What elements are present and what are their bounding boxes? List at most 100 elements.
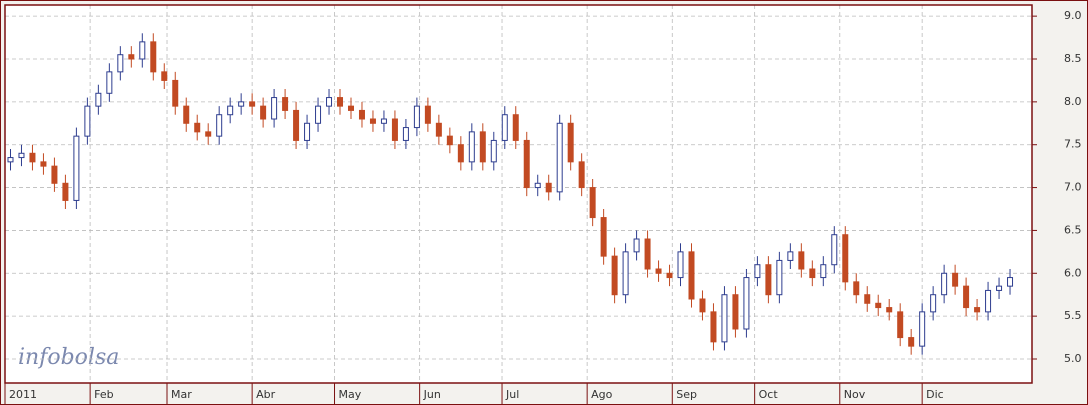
candle-body: [205, 131, 212, 137]
candle-body: [798, 251, 805, 270]
candle-body: [249, 101, 256, 107]
candle-body: [304, 122, 311, 141]
candle-body: [227, 105, 234, 116]
candle-body: [853, 281, 860, 296]
x-tick-label: Feb: [94, 388, 113, 401]
candle-body: [952, 272, 959, 287]
candle-body: [633, 238, 640, 253]
y-tick-label: 5.0: [1064, 352, 1082, 365]
candle-body: [600, 217, 607, 257]
candle-body: [128, 54, 135, 60]
candle-body: [809, 268, 816, 279]
plot-area: [5, 5, 1032, 383]
x-tick-label: Oct: [759, 388, 779, 401]
candle-body: [820, 264, 827, 279]
candle-body: [293, 109, 300, 141]
y-tick-label: 7.0: [1064, 181, 1082, 194]
candle-body: [380, 118, 387, 124]
candle-body: [622, 251, 629, 296]
candle-body: [1007, 277, 1014, 287]
candle-body: [457, 144, 464, 163]
watermark: infobolsa: [18, 345, 119, 370]
candle-body: [501, 114, 508, 141]
candle-body: [985, 289, 992, 313]
candle-body: [117, 54, 124, 73]
candle-body: [194, 122, 201, 133]
x-tick-label: Ago: [591, 388, 613, 401]
candle-body: [216, 114, 223, 137]
candle-body: [688, 251, 695, 300]
y-tick-label: 9.0: [1064, 9, 1082, 22]
candle-body: [875, 302, 882, 309]
candle-body: [468, 131, 475, 163]
x-tick-label: Nov: [844, 388, 866, 401]
candle-body: [864, 294, 871, 304]
candle-body: [84, 105, 91, 137]
x-tick-label: 2011: [9, 388, 37, 401]
candle-body: [776, 259, 783, 296]
candle-body: [172, 79, 179, 107]
candle-body: [699, 298, 706, 313]
candle-body: [29, 152, 36, 163]
candle-body: [897, 311, 904, 339]
candle-body: [567, 122, 574, 163]
x-tick-label: Jul: [505, 388, 519, 401]
candle-body: [996, 285, 1003, 291]
candle-body: [435, 122, 442, 137]
candle-body: [369, 118, 376, 124]
candle-body: [95, 92, 102, 107]
candle-body: [842, 234, 849, 283]
candle-body: [183, 105, 190, 124]
candle-body: [282, 97, 289, 111]
candle-body: [732, 294, 739, 330]
candle-body: [413, 105, 420, 129]
candle-body: [73, 135, 80, 201]
candle-body: [523, 139, 530, 189]
candle-body: [315, 105, 322, 124]
candle-body: [930, 294, 937, 313]
candle-body: [919, 311, 926, 347]
x-tick-label: May: [339, 388, 362, 401]
x-tick-label: Jun: [423, 388, 441, 401]
candle-body: [326, 97, 333, 107]
candle-body: [677, 251, 684, 279]
candle-body: [391, 118, 398, 141]
candle-body: [556, 122, 563, 193]
candle-body: [611, 255, 618, 296]
candle-body: [150, 41, 157, 73]
candle-body: [238, 101, 245, 107]
x-tick-label: Sep: [676, 388, 697, 401]
x-tick-label: Mar: [171, 388, 192, 401]
candle-body: [358, 109, 365, 120]
y-tick-label: 8.5: [1064, 52, 1082, 65]
candle-body: [347, 105, 354, 111]
candle-body: [161, 71, 168, 81]
candle-body: [666, 272, 673, 279]
y-tick-label: 7.5: [1064, 138, 1082, 151]
candle-body: [490, 139, 497, 163]
candle-body: [743, 277, 750, 330]
candle-body: [424, 105, 431, 124]
candle-body: [545, 182, 552, 193]
candle-body: [534, 182, 541, 189]
candle-body: [271, 97, 278, 120]
candle-body: [51, 165, 58, 184]
candle-body: [337, 97, 344, 107]
candle-body: [831, 234, 838, 266]
candle-body: [578, 161, 585, 189]
candle-body: [62, 182, 69, 201]
candle-body: [644, 238, 651, 270]
candle-body: [260, 105, 267, 120]
candle-body: [886, 307, 893, 313]
candle-body: [710, 311, 717, 343]
candle-body: [40, 161, 47, 167]
y-tick-label: 6.0: [1064, 266, 1082, 279]
candle-body: [7, 157, 14, 163]
candle-body: [512, 114, 519, 141]
candle-body: [402, 127, 409, 141]
plot-frame: [4, 4, 1033, 384]
candle-body: [787, 251, 794, 261]
y-tick-label: 8.0: [1064, 95, 1082, 108]
candle-body: [446, 135, 453, 146]
